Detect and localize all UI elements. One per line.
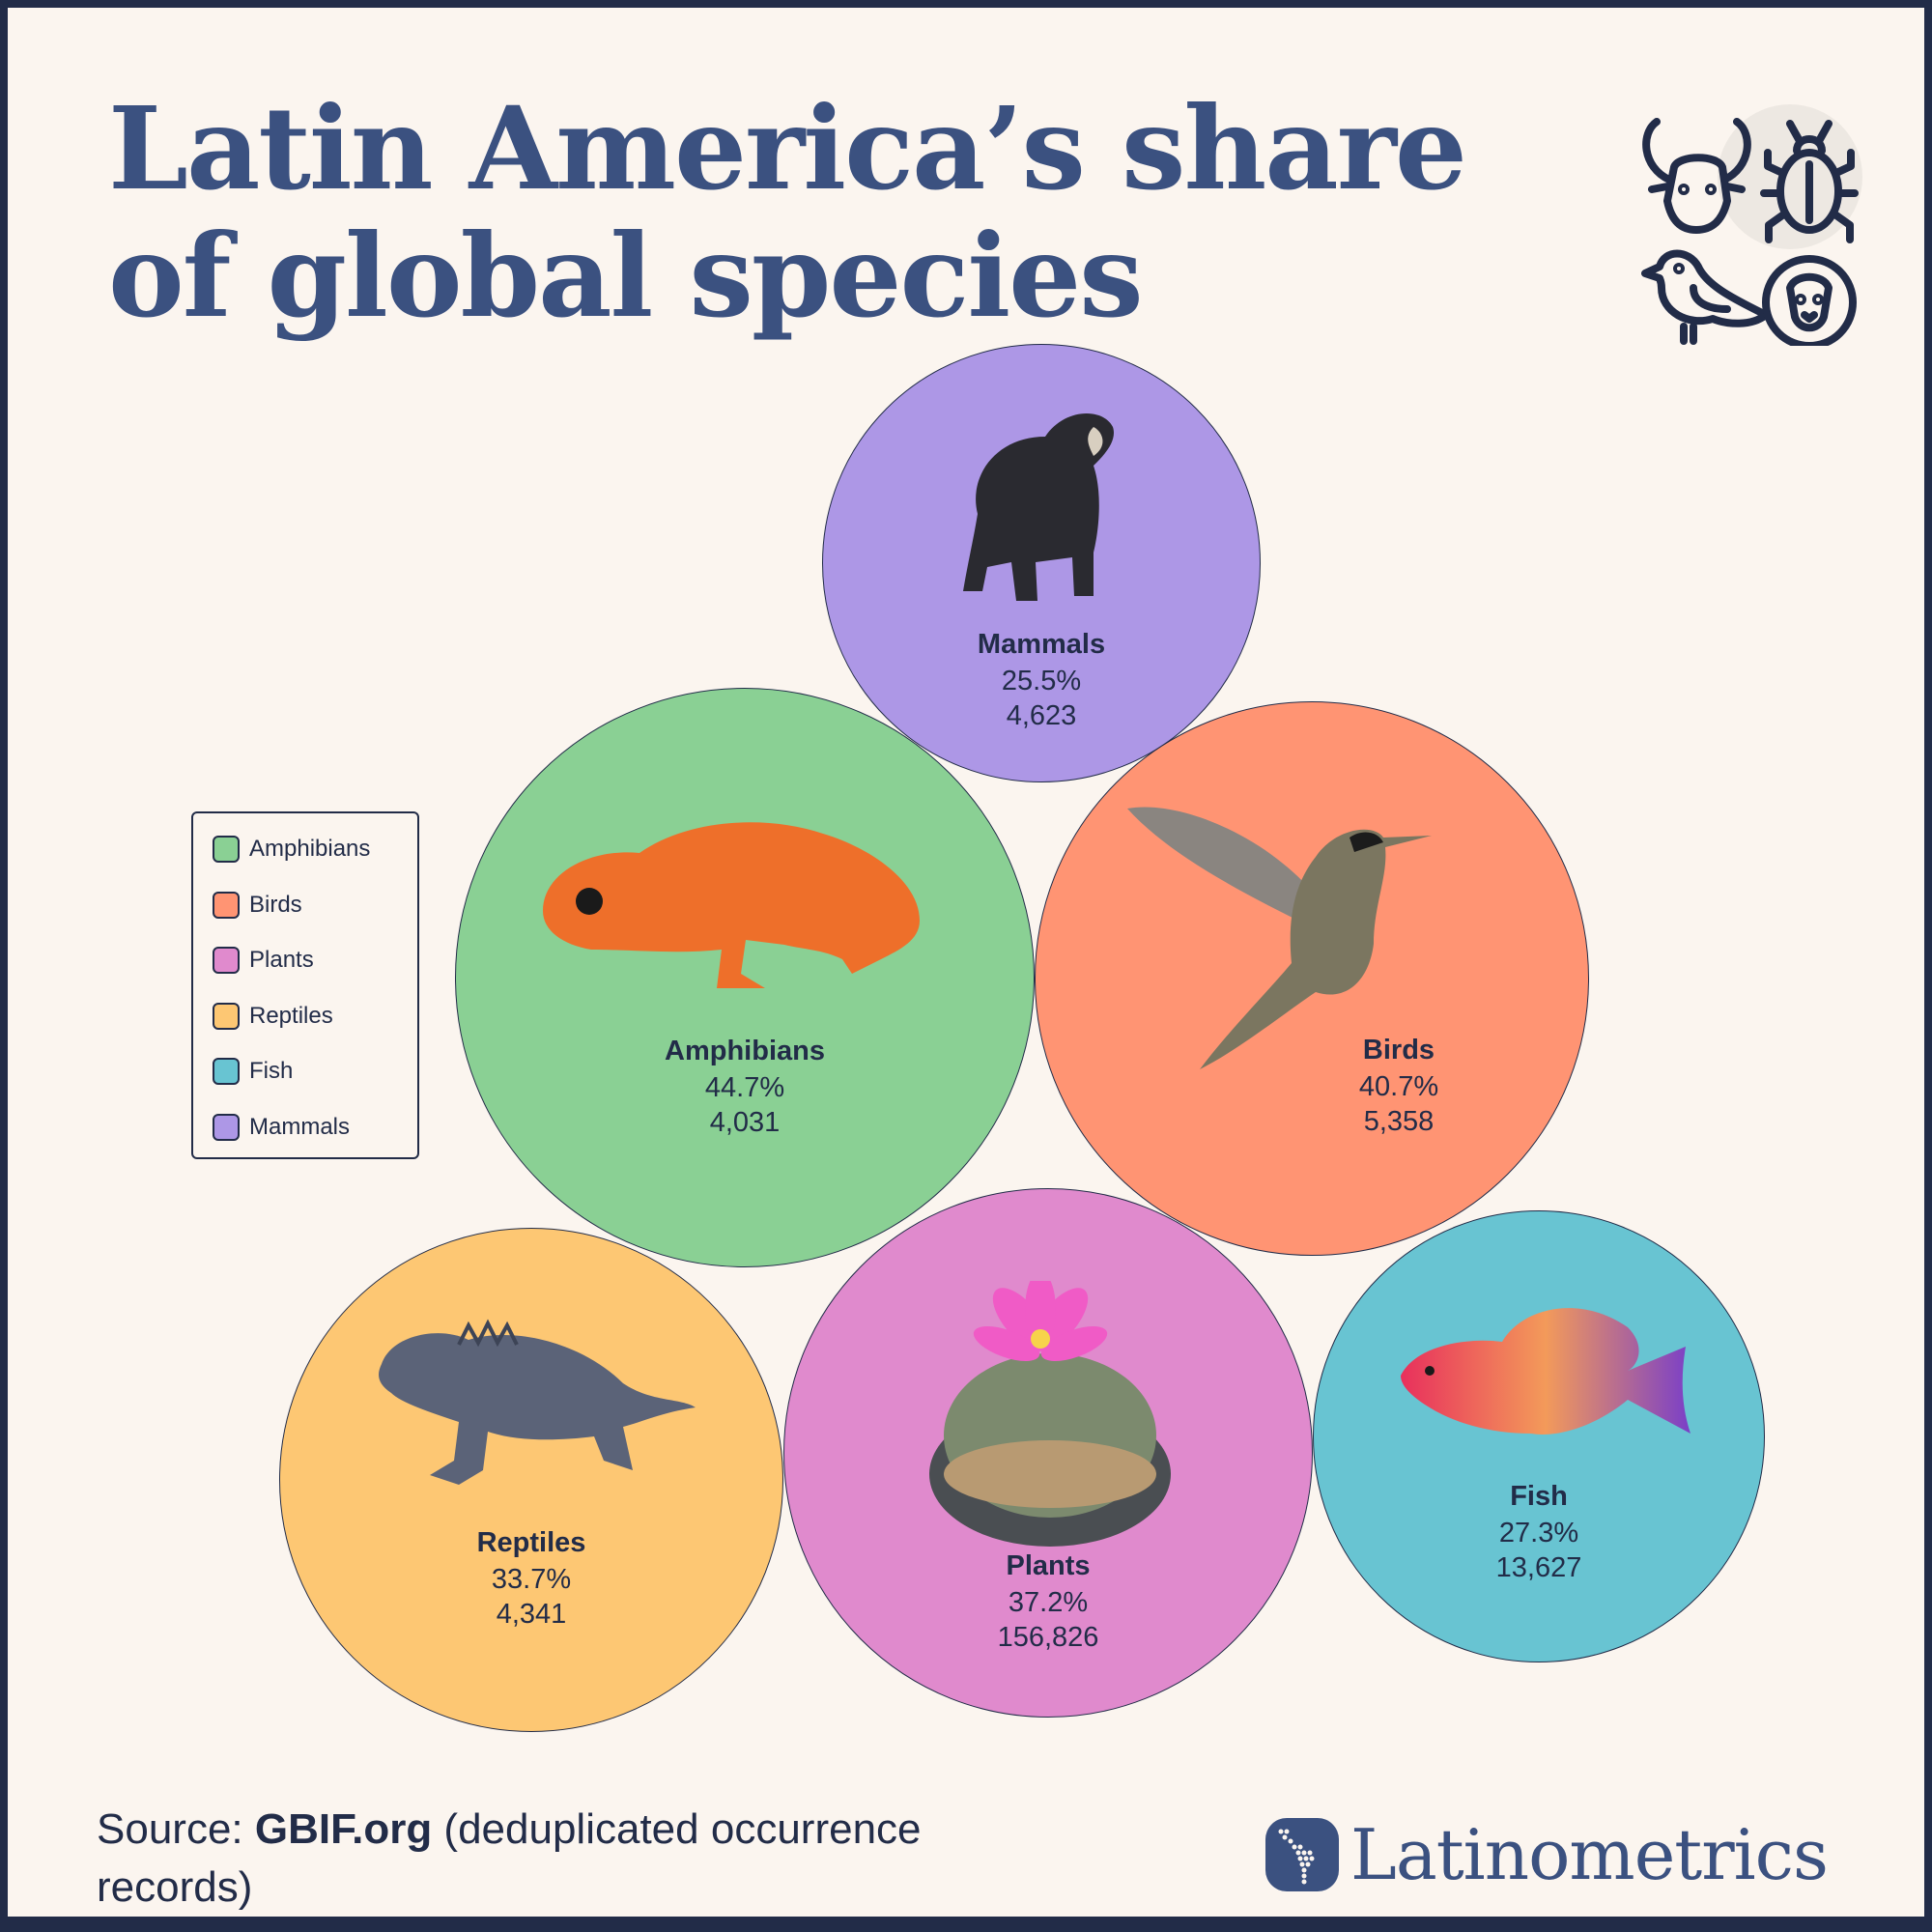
bubble-label: Amphibians 44.7% 4,031 (456, 1032, 1034, 1140)
category-name: Reptiles (476, 1527, 586, 1558)
category-share: 33.7% (491, 1564, 572, 1595)
sheep-icon (1762, 255, 1857, 346)
category-name: Fish (1510, 1481, 1568, 1512)
legend-item-reptiles: Reptiles (213, 1002, 333, 1031)
bull-icon (1642, 118, 1751, 234)
legend-label: Mammals (249, 1114, 351, 1140)
bubble-amphibians: Amphibians 44.7% 4,031 (455, 688, 1035, 1267)
brand-logo: Latinometrics (1265, 1814, 1829, 1895)
category-count: 5,358 (1363, 1106, 1435, 1137)
animal-icons-cluster (1631, 95, 1882, 346)
legend-item-amphibians: Amphibians (213, 835, 370, 864)
bubble-birds: Birds 40.7% 5,358 (1035, 701, 1589, 1256)
legend-item-plants: Plants (213, 946, 314, 975)
category-share: 44.7% (704, 1072, 785, 1103)
source-prefix: Source: (97, 1805, 255, 1853)
legend-swatch (213, 1114, 240, 1141)
beetle-icon (1760, 120, 1859, 243)
bubble-label: Birds 40.7% 5,358 (1209, 1031, 1588, 1139)
latin-america-map-icon (1265, 1818, 1339, 1891)
chart-legend: Amphibians Birds Plants Reptiles Fish Ma… (191, 811, 419, 1159)
category-count: 13,627 (1495, 1552, 1582, 1583)
bird-icon (1641, 249, 1770, 345)
bubble-label: Plants 37.2% 156,826 (784, 1547, 1312, 1655)
cactus-image-icon (929, 1281, 1171, 1547)
bubble-label: Reptiles 33.7% 4,341 (280, 1523, 782, 1632)
infographic-frame: Latin America’s share of global species (8, 8, 1924, 1917)
bubble-reptiles: Reptiles 33.7% 4,341 (279, 1228, 783, 1732)
legend-label: Amphibians (249, 836, 371, 862)
hummingbird-image-icon (1127, 807, 1432, 1069)
page-title: Latin America’s share of global species (108, 81, 1467, 343)
bubble-plants: Plants 37.2% 156,826 (783, 1188, 1313, 1718)
legend-label: Fish (249, 1058, 294, 1084)
legend-swatch (213, 947, 240, 974)
bubble-mammals: Mammals 25.5% 4,623 (822, 344, 1261, 782)
category-count: 4,341 (496, 1599, 567, 1630)
legend-label: Birds (249, 892, 302, 918)
legend-swatch (213, 892, 240, 919)
category-count: 4,031 (709, 1107, 781, 1138)
legend-label: Reptiles (249, 1003, 333, 1029)
brand-name: Latinometrics (1350, 1814, 1829, 1895)
source-detail: (deduplicated occurrence records) (97, 1805, 922, 1911)
legend-swatch (213, 1003, 240, 1030)
category-name: Amphibians (665, 1036, 825, 1066)
category-name: Birds (1362, 1035, 1435, 1065)
category-share: 27.3% (1498, 1518, 1579, 1548)
bubble-label: Mammals 25.5% 4,623 (823, 625, 1260, 733)
iguana-image-icon (379, 1319, 696, 1485)
fish-image-icon (1401, 1308, 1690, 1435)
bear-image-icon (963, 413, 1114, 601)
source-note: Source: GBIF.org (deduplicated occurrenc… (97, 1801, 927, 1917)
legend-item-fish: Fish (213, 1057, 293, 1086)
legend-item-birds: Birds (213, 891, 302, 920)
legend-swatch (213, 1058, 240, 1085)
category-name: Mammals (977, 629, 1106, 660)
category-share: 25.5% (1001, 666, 1082, 696)
legend-swatch (213, 836, 240, 863)
legend-label: Plants (249, 947, 314, 973)
legend-item-mammals: Mammals (213, 1113, 350, 1142)
frog-image-icon (543, 822, 920, 988)
category-name: Plants (1006, 1550, 1091, 1581)
bubble-label: Fish 27.3% 13,627 (1314, 1477, 1764, 1585)
category-share: 37.2% (1008, 1587, 1089, 1618)
bubble-fish: Fish 27.3% 13,627 (1313, 1210, 1765, 1662)
category-count: 4,623 (1006, 700, 1077, 731)
category-count: 156,826 (997, 1622, 1099, 1653)
source-link[interactable]: GBIF.org (254, 1805, 433, 1853)
category-share: 40.7% (1358, 1071, 1439, 1102)
